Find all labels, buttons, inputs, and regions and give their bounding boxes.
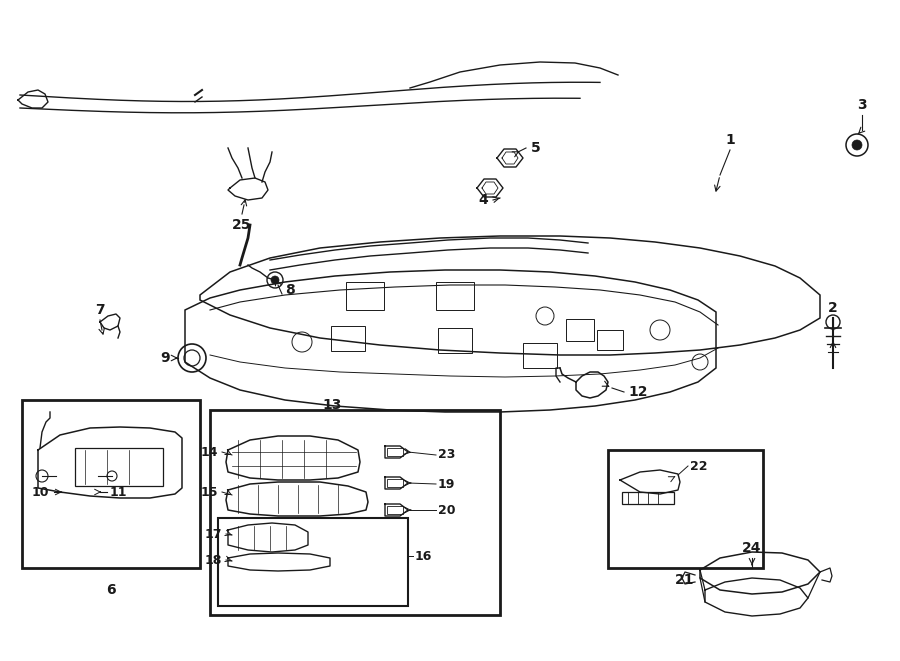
Bar xyxy=(608,450,763,568)
Text: 2: 2 xyxy=(828,301,838,315)
Text: 7: 7 xyxy=(95,303,104,317)
Bar xyxy=(218,518,408,606)
Text: 11: 11 xyxy=(109,485,127,498)
Bar xyxy=(331,326,365,351)
Text: 5: 5 xyxy=(531,141,541,155)
Text: 15: 15 xyxy=(201,485,218,498)
Text: 8: 8 xyxy=(285,283,295,297)
Text: 1: 1 xyxy=(725,133,735,147)
Bar xyxy=(566,319,594,341)
Bar xyxy=(622,492,674,504)
Text: 3: 3 xyxy=(857,98,867,112)
Text: 24: 24 xyxy=(742,541,761,555)
Bar xyxy=(523,343,557,368)
Bar xyxy=(75,448,163,486)
Text: 17: 17 xyxy=(204,527,222,541)
Bar xyxy=(436,282,474,310)
Text: 22: 22 xyxy=(690,459,707,473)
Text: 13: 13 xyxy=(322,398,342,412)
Text: 9: 9 xyxy=(160,351,170,365)
Bar xyxy=(22,400,200,568)
Text: 12: 12 xyxy=(628,385,647,399)
Text: 10: 10 xyxy=(32,485,49,498)
Text: 20: 20 xyxy=(438,504,455,516)
Text: 18: 18 xyxy=(204,553,222,566)
Bar xyxy=(597,330,623,350)
Bar xyxy=(387,506,403,514)
Text: 14: 14 xyxy=(201,446,218,459)
Bar xyxy=(387,479,403,487)
Text: 4: 4 xyxy=(478,193,488,207)
Text: 23: 23 xyxy=(438,449,455,461)
Bar xyxy=(387,448,403,456)
Bar xyxy=(346,282,384,310)
Text: 6: 6 xyxy=(106,583,116,597)
Text: 19: 19 xyxy=(438,477,455,490)
Circle shape xyxy=(852,140,862,150)
Text: 25: 25 xyxy=(232,218,252,232)
Bar xyxy=(210,410,500,615)
Text: 16: 16 xyxy=(415,549,432,563)
Circle shape xyxy=(271,276,279,284)
Text: 21: 21 xyxy=(675,573,695,587)
Bar xyxy=(438,328,472,353)
